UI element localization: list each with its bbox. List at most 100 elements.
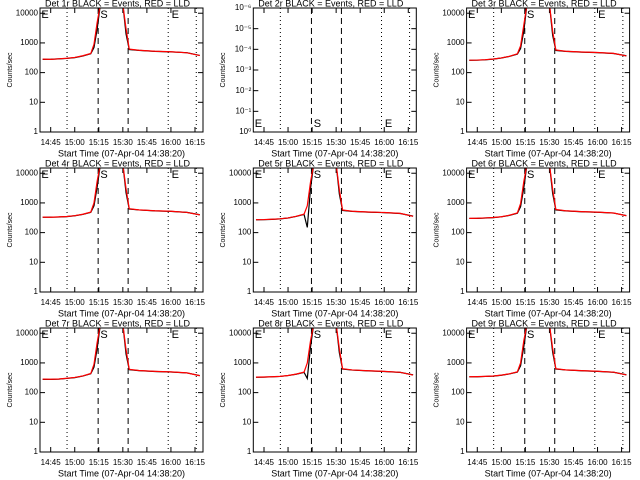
series-line (42, 8, 200, 60)
x-tick-label: 14:45 (467, 298, 488, 307)
annotation: E (598, 9, 605, 21)
x-tick-label: 16:00 (588, 298, 609, 307)
y-tick-label: 10⁻⁵ (235, 24, 251, 33)
x-tick-label: 14:45 (41, 458, 62, 467)
annotation: E (385, 169, 392, 181)
y-tick-label: 100 (238, 228, 252, 237)
x-tick-label: 15:45 (350, 138, 371, 147)
plot-frame (466, 167, 631, 293)
annotation: E (41, 169, 48, 181)
x-tick-label: 14:45 (41, 138, 62, 147)
annotation: E (468, 169, 475, 181)
y-axis-label: Counts/sec (7, 372, 14, 408)
x-tick-label: 15:30 (113, 458, 134, 467)
y-tick-label: 10⁻³ (236, 65, 252, 74)
y-tick-label: 10000 (442, 8, 465, 17)
x-axis-label: Start Time (07-Apr-04 14:38:20) (58, 308, 185, 318)
annotation: E (468, 9, 475, 21)
chart-title: Det 3r BLACK = Events, RED = LLD (472, 0, 618, 8)
annotation: E (385, 329, 392, 341)
y-axis-label: Counts/sec (220, 52, 227, 88)
x-tick-label: 15:00 (65, 458, 86, 467)
plot-frame (39, 327, 204, 453)
x-axis-label: Start Time (07-Apr-04 14:38:20) (271, 308, 398, 318)
y-tick-label: 1 (460, 127, 465, 136)
annotation: E (468, 329, 475, 341)
panel: Det 6r BLACK = Events, RED = LLD Counts/s… (433, 158, 632, 318)
annotation: E (41, 9, 48, 21)
x-tick-label: 15:45 (137, 458, 158, 467)
y-tick-label: 10 (456, 257, 465, 266)
x-tick-label: 15:00 (278, 138, 299, 147)
y-tick-label: 10 (456, 417, 465, 426)
y-tick-label: 100 (451, 68, 465, 77)
x-tick-label: 15:15 (302, 298, 323, 307)
y-tick-label: 1 (34, 127, 39, 136)
x-tick-label: 15:15 (302, 458, 323, 467)
x-tick-label: 15:00 (278, 458, 299, 467)
x-tick-label: 15:15 (302, 138, 323, 147)
x-tick-label: 16:00 (161, 458, 182, 467)
series-line (255, 168, 414, 221)
panel: Det 7r BLACK = Events, RED = LLD Counts/s… (7, 318, 206, 478)
x-tick-label: 16:00 (588, 138, 609, 147)
x-axis-label: Start Time (07-Apr-04 14:38:20) (58, 468, 185, 478)
y-axis-label: Counts/sec (433, 52, 440, 88)
annotation: S (100, 9, 107, 21)
annotation: S (527, 9, 534, 21)
x-tick-label: 16:15 (612, 138, 633, 147)
plot-frame (252, 167, 417, 293)
y-tick-label: 10000 (16, 8, 39, 17)
x-axis-label: Start Time (07-Apr-04 14:38:20) (271, 468, 398, 478)
chart-title: Det 4r BLACK = Events, RED = LLD (45, 158, 191, 168)
plot-frame (39, 167, 204, 293)
series-line (255, 328, 414, 378)
chart-title: Det 6r BLACK = Events, RED = LLD (472, 158, 618, 168)
x-axis-label: Start Time (07-Apr-04 14:38:20) (485, 308, 612, 318)
x-tick-label: 16:00 (161, 138, 182, 147)
x-tick-label: 15:45 (137, 298, 158, 307)
x-tick-label: 16:00 (374, 458, 395, 467)
x-tick-label: 14:45 (254, 458, 275, 467)
x-tick-label: 14:45 (41, 298, 62, 307)
y-tick-label: 100 (25, 68, 39, 77)
series-line (42, 168, 200, 218)
annotation: E (172, 329, 179, 341)
y-tick-label: 10⁻¹ (236, 106, 252, 115)
x-tick-label: 16:15 (612, 298, 633, 307)
y-tick-label: 10000 (229, 168, 252, 177)
x-tick-label: 15:00 (65, 298, 86, 307)
x-tick-label: 15:45 (137, 138, 158, 147)
y-tick-label: 1000 (20, 358, 38, 367)
chart-title: Det 7r BLACK = Events, RED = LLD (45, 318, 191, 328)
x-tick-label: 15:45 (563, 458, 584, 467)
y-tick-label: 100 (451, 388, 465, 397)
x-tick-label: 16:15 (185, 458, 206, 467)
series-line (42, 328, 200, 380)
y-tick-label: 1 (34, 287, 39, 296)
x-axis-label: Start Time (07-Apr-04 14:38:20) (485, 468, 612, 478)
y-tick-label: 10 (29, 97, 38, 106)
x-tick-label: 15:30 (326, 138, 347, 147)
annotation: S (100, 329, 107, 341)
y-tick-label: 10 (242, 417, 251, 426)
x-tick-label: 15:00 (491, 298, 512, 307)
y-tick-label: 10 (29, 417, 38, 426)
annotation: S (314, 169, 321, 181)
y-axis-label: Counts/sec (7, 212, 14, 248)
x-tick-label: 15:15 (515, 138, 536, 147)
x-tick-label: 15:45 (350, 458, 371, 467)
x-tick-label: 15:45 (350, 298, 371, 307)
x-tick-label: 16:15 (185, 298, 206, 307)
y-tick-label: 10⁻⁴ (235, 44, 252, 53)
x-tick-label: 15:30 (539, 458, 560, 467)
chart-title: Det 2r BLACK = Events, RED = LLD (258, 0, 404, 8)
y-tick-label: 1000 (234, 358, 252, 367)
x-tick-label: 14:45 (254, 138, 275, 147)
y-tick-label: 10 (29, 257, 38, 266)
x-axis-label: Start Time (07-Apr-04 14:38:20) (58, 148, 185, 158)
panel: Det 3r BLACK = Events, RED = LLD Counts/s… (433, 0, 632, 158)
annotation: E (41, 329, 48, 341)
